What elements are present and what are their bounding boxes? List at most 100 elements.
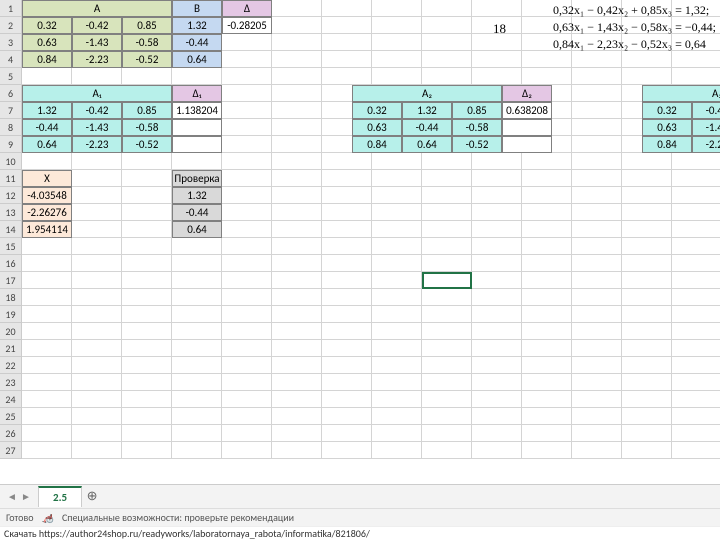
cell[interactable] [222, 340, 272, 357]
row-header[interactable]: 3 [0, 34, 22, 51]
cell[interactable] [422, 221, 472, 238]
cell[interactable] [372, 153, 422, 170]
cell[interactable] [272, 357, 322, 374]
cell[interactable] [672, 187, 720, 204]
cell[interactable] [472, 238, 522, 255]
cell[interactable] [422, 0, 472, 17]
cell[interactable] [622, 187, 672, 204]
cell[interactable] [672, 68, 720, 85]
cell[interactable] [572, 323, 622, 340]
cell[interactable] [172, 357, 222, 374]
cell[interactable] [372, 323, 422, 340]
cell[interactable] [22, 238, 72, 255]
cell[interactable] [22, 272, 72, 289]
cell[interactable] [472, 170, 522, 187]
cell[interactable] [222, 408, 272, 425]
cell[interactable] [272, 187, 322, 204]
cell[interactable] [222, 272, 272, 289]
cell[interactable] [522, 323, 572, 340]
cell[interactable] [122, 408, 172, 425]
row-header[interactable]: 12 [0, 187, 22, 204]
cell[interactable] [322, 221, 372, 238]
cell[interactable]: 0.32 [352, 102, 402, 119]
cell[interactable] [372, 34, 422, 51]
cell[interactable]: -0.52 [122, 51, 172, 68]
cell[interactable]: 0.64 [172, 221, 222, 238]
cell[interactable] [502, 119, 552, 136]
cell[interactable] [272, 238, 322, 255]
cell[interactable] [672, 153, 720, 170]
spreadsheet[interactable]: 1234567891011121314151617181920212223242… [0, 0, 720, 498]
cell[interactable] [672, 289, 720, 306]
cell[interactable] [122, 340, 172, 357]
cell[interactable] [322, 306, 372, 323]
cell[interactable] [522, 272, 572, 289]
cell[interactable] [222, 187, 272, 204]
cell[interactable] [172, 238, 222, 255]
cell[interactable] [122, 357, 172, 374]
cell[interactable] [322, 289, 372, 306]
cell[interactable] [472, 51, 522, 68]
cell[interactable] [622, 391, 672, 408]
cell[interactable] [422, 289, 472, 306]
cell[interactable] [72, 391, 122, 408]
cell[interactable] [472, 0, 522, 17]
cell[interactable]: 0.63 [352, 119, 402, 136]
row-header[interactable]: 23 [0, 374, 22, 391]
cell[interactable] [122, 272, 172, 289]
row-header[interactable]: 7 [0, 102, 22, 119]
cell[interactable]: 0.85 [452, 102, 502, 119]
cell[interactable] [422, 408, 472, 425]
cell[interactable] [222, 357, 272, 374]
cell[interactable] [522, 374, 572, 391]
cell[interactable] [122, 238, 172, 255]
cell[interactable] [372, 170, 422, 187]
cell[interactable] [72, 272, 122, 289]
cell[interactable] [522, 51, 572, 68]
cell[interactable] [372, 238, 422, 255]
cell[interactable] [522, 255, 572, 272]
cell[interactable] [672, 255, 720, 272]
cell[interactable] [372, 17, 422, 34]
cell[interactable] [572, 102, 622, 119]
cell[interactable] [472, 204, 522, 221]
cell[interactable] [72, 442, 122, 459]
cell[interactable] [622, 289, 672, 306]
cell[interactable]: 1.32 [172, 187, 222, 204]
cell[interactable] [422, 153, 472, 170]
cell[interactable]: -0.52 [122, 136, 172, 153]
cell[interactable] [22, 153, 72, 170]
cell[interactable] [572, 255, 622, 272]
cell[interactable]: X [22, 170, 72, 187]
cell[interactable]: -4.03548 [22, 187, 72, 204]
cell[interactable] [122, 425, 172, 442]
row-header[interactable]: 11 [0, 170, 22, 187]
row-header[interactable]: 18 [0, 289, 22, 306]
cell[interactable] [372, 391, 422, 408]
cell[interactable] [472, 255, 522, 272]
cell[interactable] [672, 51, 720, 68]
cell[interactable] [572, 170, 622, 187]
cell[interactable] [22, 442, 72, 459]
cell[interactable]: -2.26276 [22, 204, 72, 221]
cell[interactable] [72, 289, 122, 306]
cell[interactable] [622, 408, 672, 425]
cell[interactable]: 0.84 [352, 136, 402, 153]
cell[interactable] [222, 221, 272, 238]
cell[interactable] [172, 136, 222, 153]
cell[interactable] [222, 255, 272, 272]
row-header[interactable]: 24 [0, 391, 22, 408]
cell[interactable]: 1.138204 [172, 102, 222, 119]
cell[interactable] [22, 306, 72, 323]
cell[interactable] [372, 306, 422, 323]
cell[interactable]: -0.58 [122, 34, 172, 51]
cell[interactable] [22, 357, 72, 374]
cell[interactable]: -0.42 [72, 102, 122, 119]
cell[interactable]: -1.43 [72, 34, 122, 51]
cell[interactable] [322, 340, 372, 357]
cell[interactable] [22, 391, 72, 408]
cell[interactable] [522, 221, 572, 238]
cell[interactable] [222, 289, 272, 306]
cell[interactable] [422, 51, 472, 68]
cell[interactable]: 0.84 [642, 136, 692, 153]
